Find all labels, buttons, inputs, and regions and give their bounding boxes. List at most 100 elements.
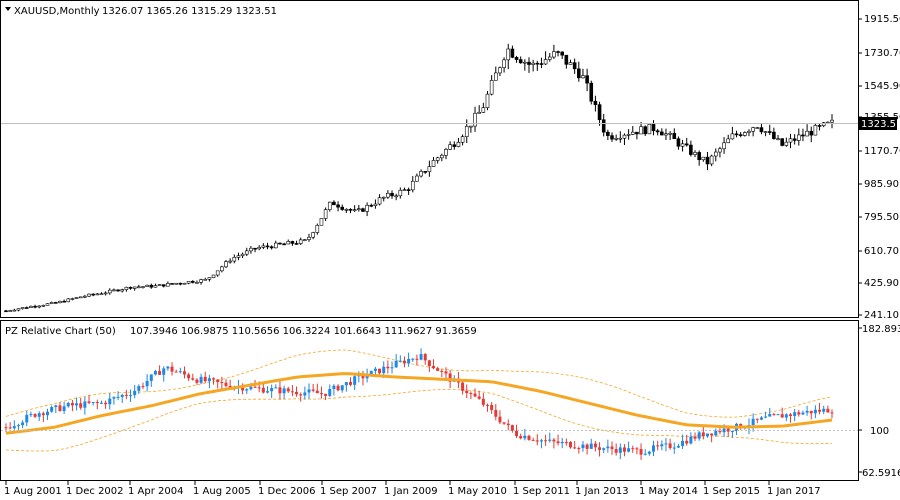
price-candle xyxy=(664,128,668,141)
indicator-candle xyxy=(99,400,103,405)
price-candle xyxy=(149,283,154,289)
price-candle xyxy=(195,280,199,284)
indicator-candle xyxy=(465,384,469,399)
price-candle xyxy=(419,169,423,178)
price-candle xyxy=(697,150,701,166)
indicator-candle xyxy=(539,438,543,449)
indicator-candle xyxy=(282,385,286,399)
indicator-candle xyxy=(178,367,182,374)
indicator-candle xyxy=(158,365,162,376)
indicator-candle xyxy=(21,420,25,429)
price-candle xyxy=(8,309,12,312)
price-candle xyxy=(618,131,623,143)
indicator-candle xyxy=(660,440,664,451)
price-candle xyxy=(348,208,353,214)
price-candle xyxy=(83,294,87,299)
indicator-candle xyxy=(813,405,817,419)
price-candle xyxy=(381,196,386,202)
y-tick-label: 610.70 xyxy=(864,246,899,257)
price-candle xyxy=(298,237,303,246)
indicator-candle xyxy=(664,438,668,452)
price-candle xyxy=(821,122,826,128)
price-candle xyxy=(514,55,519,63)
price-candle xyxy=(66,298,71,303)
indicator-candle xyxy=(29,411,33,418)
price-candle xyxy=(589,80,594,105)
price-candle xyxy=(228,258,232,264)
price-candle xyxy=(377,194,382,206)
indicator-frame xyxy=(0,320,859,481)
dropdown-triangle-icon[interactable] xyxy=(5,7,11,11)
price-candle xyxy=(755,127,760,129)
indicator-candle xyxy=(714,428,718,437)
price-candle xyxy=(597,101,602,126)
indicator-candle xyxy=(672,442,676,454)
price-candle xyxy=(415,173,419,182)
indicator-candle xyxy=(62,401,66,415)
indicator-candle xyxy=(755,418,759,424)
price-candle xyxy=(776,134,780,141)
indicator-candle xyxy=(560,437,564,449)
indicator-candle xyxy=(423,352,427,365)
price-candle xyxy=(510,45,515,59)
indicator-candle xyxy=(652,440,656,457)
price-candle xyxy=(319,218,324,226)
indicator-candle xyxy=(332,384,336,396)
price-candle xyxy=(813,123,818,136)
price-candle xyxy=(718,146,722,158)
price-candle xyxy=(207,277,212,282)
price-candle xyxy=(801,128,805,142)
upper-band xyxy=(5,349,833,418)
indicator-candle xyxy=(145,374,149,392)
price-candle xyxy=(273,240,278,249)
indicator-candle xyxy=(50,405,54,413)
indicator-candle xyxy=(141,382,145,390)
price-candle xyxy=(386,190,390,199)
price-candle xyxy=(502,57,506,73)
x-tick-label: 1 Sep 2015 xyxy=(703,486,760,497)
price-candle xyxy=(249,246,253,254)
indicator-candle xyxy=(681,434,685,450)
indicator-candle xyxy=(427,359,431,372)
price-candle xyxy=(780,138,784,147)
price-candle xyxy=(361,207,365,213)
price-candle xyxy=(24,306,29,309)
price-candle xyxy=(460,134,465,146)
indicator-candle xyxy=(129,389,133,402)
indicator-candle xyxy=(166,365,170,371)
indicator-candle xyxy=(419,348,423,361)
indicator-candle xyxy=(506,419,510,431)
x-tick-label: 1 Jan 2009 xyxy=(384,486,438,497)
price-candle xyxy=(730,126,735,140)
price-candle xyxy=(772,127,776,140)
indicator-values: 107.3946 106.9875 110.5656 106.3224 101.… xyxy=(130,326,477,337)
indicator-candle xyxy=(569,441,573,449)
indicator-candle xyxy=(809,410,813,420)
price-candle xyxy=(672,128,677,140)
x-tick-label: 1 Jan 2013 xyxy=(575,486,629,497)
indicator-candle xyxy=(299,392,303,402)
x-tick-label: 1 Dec 2006 xyxy=(258,486,316,497)
price-candle xyxy=(327,201,332,212)
price-candle xyxy=(137,284,141,289)
indicator-candle xyxy=(606,439,610,453)
price-candle xyxy=(643,125,648,136)
price-candle xyxy=(784,137,789,147)
price-candle xyxy=(132,286,137,291)
indicator-candle xyxy=(656,440,660,451)
price-candle xyxy=(236,252,241,261)
price-candle xyxy=(713,148,718,162)
indicator-candle xyxy=(265,386,269,394)
price-candle xyxy=(560,51,565,59)
price-candle xyxy=(535,60,540,71)
indicator-candle xyxy=(83,396,87,415)
price-candle xyxy=(340,204,345,211)
x-tick-label: 1 Sep 2007 xyxy=(320,486,377,497)
indicator-candle xyxy=(336,384,340,392)
price-candle xyxy=(190,280,195,284)
price-candle xyxy=(336,201,340,212)
indicator-candle xyxy=(822,405,826,415)
indicator-candle xyxy=(216,379,220,389)
indicator-candle xyxy=(91,401,95,406)
